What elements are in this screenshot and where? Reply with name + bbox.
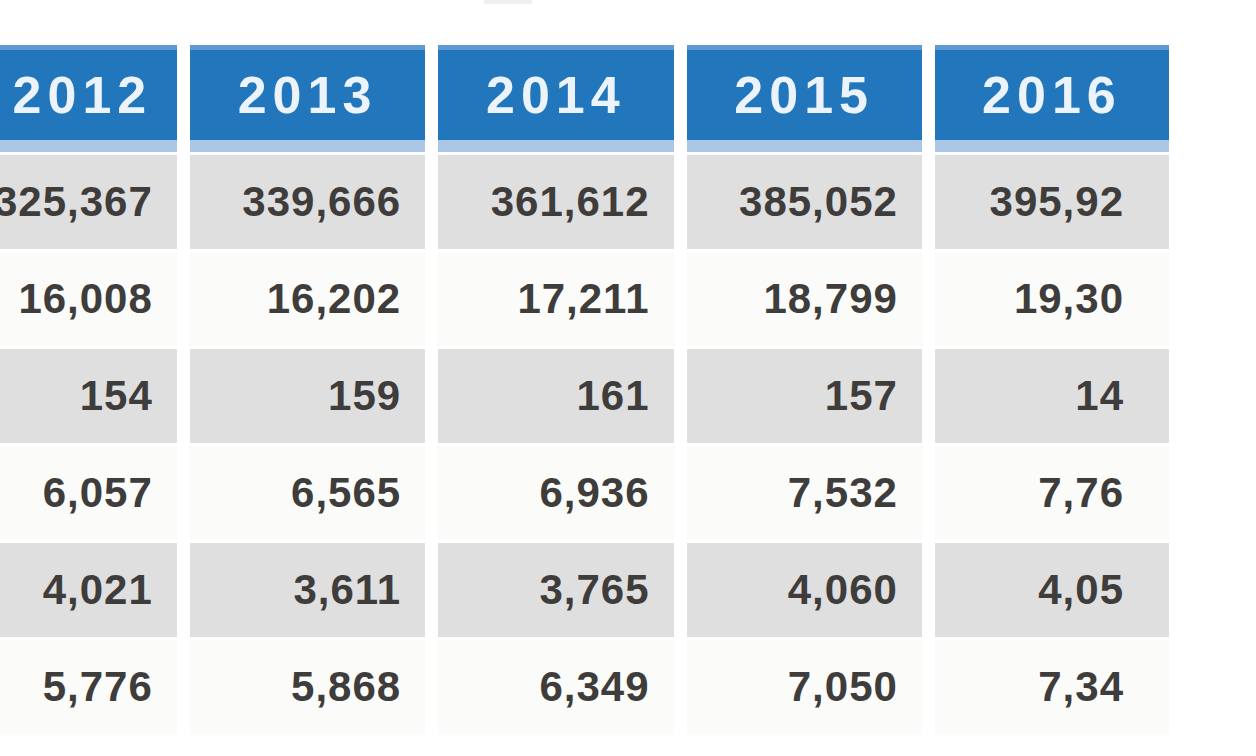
table-cell: 16,008 (0, 252, 177, 346)
table-cell: 7,050 (687, 640, 922, 734)
table-cell: 5,868 (190, 640, 425, 734)
table-row: 4,021 3,611 3,765 4,060 4,05 (0, 543, 1169, 637)
table-cell: 339,666 (190, 155, 425, 249)
year-data-table: 2012 2013 2014 2015 2016 325,367 339,666… (0, 42, 1182, 737)
table-cell: 361,612 (438, 155, 673, 249)
table-cell: 6,936 (438, 446, 673, 540)
table-cell: 385,052 (687, 155, 922, 249)
table-cell: 17,211 (438, 252, 673, 346)
table-cell: 18,799 (687, 252, 922, 346)
year-header-2015: 2015 (687, 45, 922, 152)
table-cell: 157 (687, 349, 922, 443)
table-cell: 19,30 (935, 252, 1169, 346)
table-cell: 6,349 (438, 640, 673, 734)
year-header-2014: 2014 (438, 45, 673, 152)
table-cell: 154 (0, 349, 177, 443)
table-cell: 3,765 (438, 543, 673, 637)
year-header-2016: 2016 (935, 45, 1169, 152)
table-cell: 4,021 (0, 543, 177, 637)
table-cell: 5,776 (0, 640, 177, 734)
table-cell: 4,060 (687, 543, 922, 637)
table-cell: 161 (438, 349, 673, 443)
table-cell: 14 (935, 349, 1169, 443)
table-row: 325,367 339,666 361,612 385,052 395,92 (0, 155, 1169, 249)
table-cell: 6,057 (0, 446, 177, 540)
table-row: 6,057 6,565 6,936 7,532 7,76 (0, 446, 1169, 540)
table-cell: 7,34 (935, 640, 1169, 734)
year-header-2012: 2012 (0, 45, 177, 152)
table-cell: 159 (190, 349, 425, 443)
table-cell: 16,202 (190, 252, 425, 346)
table-cell: 6,565 (190, 446, 425, 540)
cropped-element-fragment (484, 0, 532, 4)
table-row: 154 159 161 157 14 (0, 349, 1169, 443)
table-header-row: 2012 2013 2014 2015 2016 (0, 45, 1169, 152)
table-cell: 3,611 (190, 543, 425, 637)
table-viewport: 2012 2013 2014 2015 2016 325,367 339,666… (0, 0, 1256, 756)
year-header-2013: 2013 (190, 45, 425, 152)
table-cell: 7,532 (687, 446, 922, 540)
table-row: 16,008 16,202 17,211 18,799 19,30 (0, 252, 1169, 346)
table-row: 5,776 5,868 6,349 7,050 7,34 (0, 640, 1169, 734)
table-cell: 325,367 (0, 155, 177, 249)
table-cell: 4,05 (935, 543, 1169, 637)
table-cell: 7,76 (935, 446, 1169, 540)
table-cell: 395,92 (935, 155, 1169, 249)
